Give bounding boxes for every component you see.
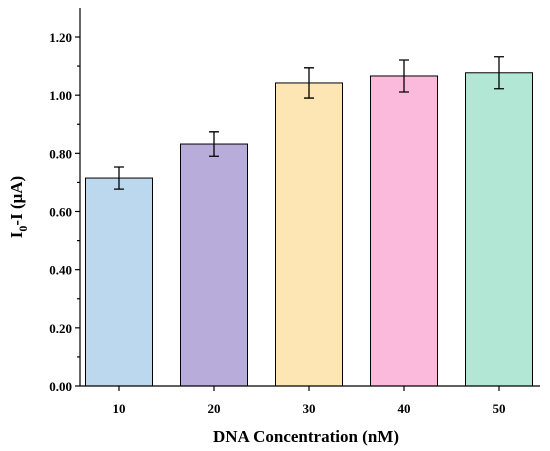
y-axis-ticks: 0.00 0.20 0.40 0.60 0.80 1.00 1.20 xyxy=(49,30,80,394)
y-tick-label: 1.20 xyxy=(49,30,72,45)
bar-30 xyxy=(275,82,343,387)
bar-50 xyxy=(465,72,533,387)
x-axis-title: DNA Concentration (nM) xyxy=(213,427,399,446)
error-bars-group xyxy=(114,56,504,190)
bar-20 xyxy=(180,143,248,387)
y-tick-label: 0.40 xyxy=(49,263,72,278)
x-tick-label: 50 xyxy=(493,401,506,416)
error-bar-30 xyxy=(304,67,314,99)
x-tick-label: 10 xyxy=(113,401,126,416)
y-tick-label: 0.80 xyxy=(49,146,72,161)
y-axis-title-subscript: 0 xyxy=(16,226,30,232)
y-tick-label: 0.20 xyxy=(49,321,72,336)
error-bar-20 xyxy=(209,131,219,157)
error-bar-40 xyxy=(399,59,409,93)
y-tick-label: 0.00 xyxy=(49,379,72,394)
x-tick-label: 30 xyxy=(303,401,316,416)
bars-group xyxy=(85,72,533,387)
y-axis-title-rest: -I (μA) xyxy=(7,176,26,226)
bar-40 xyxy=(370,75,438,387)
y-tick-label: 0.60 xyxy=(49,205,72,220)
x-tick-label: 20 xyxy=(208,401,221,416)
y-axis-title-main: I xyxy=(7,231,26,238)
y-tick-label: 1.00 xyxy=(49,88,72,103)
error-bar-10 xyxy=(114,166,124,190)
x-axis-ticks: 10 20 30 40 50 xyxy=(113,386,506,416)
x-tick-label: 40 xyxy=(398,401,411,416)
bar-10 xyxy=(85,177,153,387)
error-bar-50 xyxy=(494,56,504,90)
y-axis-title: I0-I (μA) xyxy=(7,176,30,238)
